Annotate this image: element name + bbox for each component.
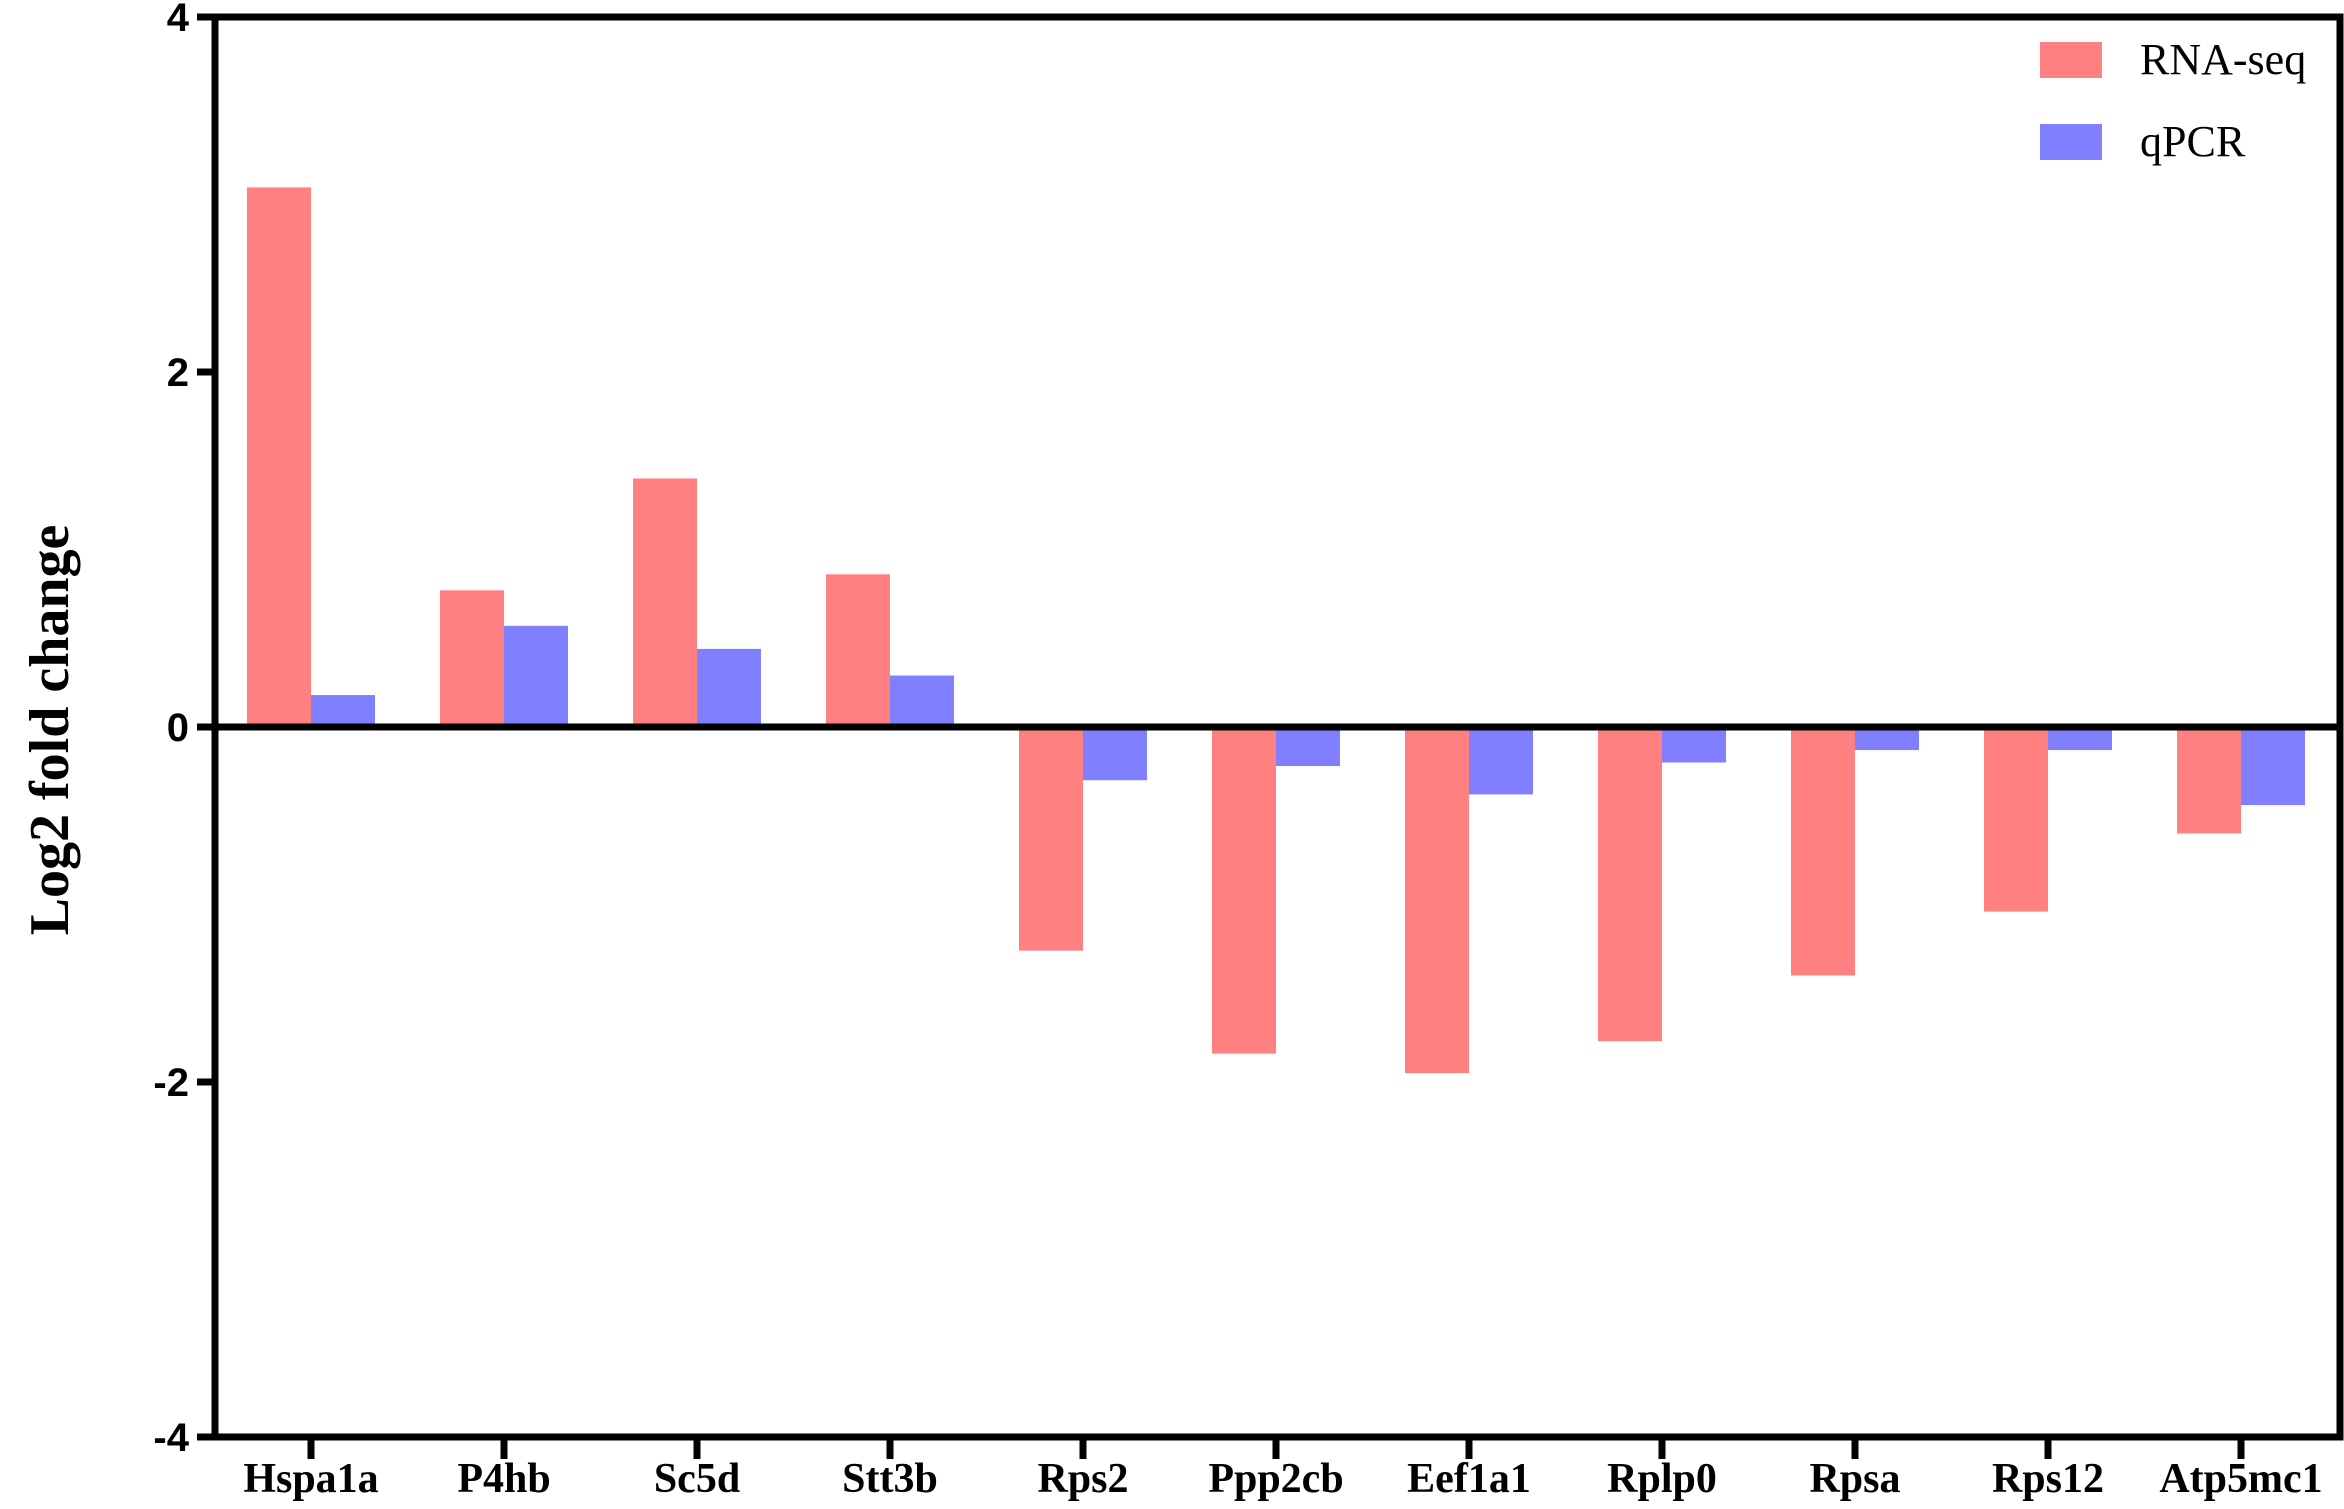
legend-swatch-rnaseq (2040, 42, 2102, 78)
bar-qpcr-atp5mc1 (2241, 727, 2305, 806)
x-tick-label-ppp2cb: Ppp2cb (1208, 1456, 1343, 1502)
bar-rnaseq-rps12 (1984, 727, 2048, 912)
bar-qpcr-ppp2cb (1276, 727, 1340, 767)
bar-rnaseq-eef1a1 (1405, 727, 1469, 1074)
bar-qpcr-rplp0 (1662, 727, 1726, 763)
y-tick-label-0: -4 (153, 1416, 189, 1460)
bar-rnaseq-sc5d (633, 478, 697, 727)
legend-label-rnaseq: RNA-seq (2140, 35, 2306, 84)
bar-rnaseq-ppp2cb (1212, 727, 1276, 1054)
y-tick-label-4: 4 (167, 0, 190, 40)
x-tick-label-hspa1a: Hspa1a (243, 1456, 378, 1502)
x-tick-label-rpsa: Rpsa (1809, 1456, 1900, 1502)
x-tick-label-rps12: Rps12 (1992, 1456, 2104, 1502)
bar-rnaseq-hspa1a (247, 187, 311, 727)
bar-qpcr-rps2 (1083, 727, 1147, 781)
bar-qpcr-rpsa (1855, 727, 1919, 751)
bar-qpcr-hspa1a (311, 695, 375, 727)
bars-layer (247, 187, 2305, 1074)
bar-qpcr-eef1a1 (1469, 727, 1533, 795)
bar-rnaseq-rps2 (1019, 727, 1083, 951)
y-axis-title: Log2 fold change (19, 525, 81, 936)
x-tick-label-sc5d: Sc5d (654, 1456, 740, 1502)
y-tick-label-1: -2 (153, 1061, 189, 1105)
bar-qpcr-rps12 (2048, 727, 2112, 751)
legend-label-qpcr: qPCR (2140, 117, 2246, 166)
bar-rnaseq-atp5mc1 (2177, 727, 2241, 834)
bar-rnaseq-p4hb (440, 590, 504, 727)
bar-rnaseq-rpsa (1791, 727, 1855, 976)
x-tick-label-atp5mc1: Atp5mc1 (2159, 1456, 2322, 1502)
x-tick-label-p4hb: P4hb (457, 1456, 550, 1502)
bar-qpcr-sc5d (697, 648, 761, 727)
labels-layer: -4 -2 0 2 4 Hspa1a P4hb Sc5d Stt3b Rps2 Ppp2cb Eef1… (153, 0, 2322, 1502)
legend: RNA-seq qPCR (2040, 35, 2306, 166)
axes-layer (197, 13, 2344, 1459)
x-tick-label-stt3b: Stt3b (842, 1456, 938, 1502)
x-tick-label-eef1a1: Eef1a1 (1407, 1456, 1531, 1502)
x-tick-label-rps2: Rps2 (1037, 1456, 1128, 1502)
y-tick-label-3: 2 (167, 351, 189, 395)
y-tick-label-2: 0 (167, 706, 189, 750)
legend-swatch-qpcr (2040, 124, 2102, 160)
bar-rnaseq-stt3b (826, 574, 890, 727)
bar-qpcr-p4hb (504, 625, 568, 727)
bar-rnaseq-rplp0 (1598, 727, 1662, 1042)
bar-qpcr-stt3b (890, 675, 954, 727)
x-tick-label-rplp0: Rplp0 (1607, 1456, 1717, 1502)
